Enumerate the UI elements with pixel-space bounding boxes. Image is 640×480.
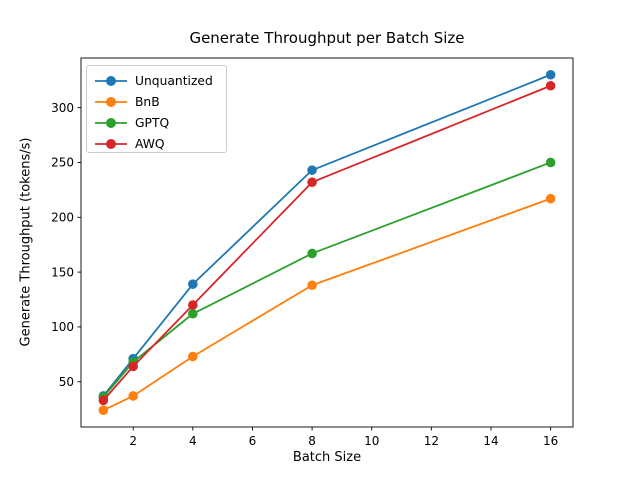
legend-line-marker-icon	[95, 96, 127, 107]
legend-item-unquantized: Unquantized	[94, 70, 226, 91]
y-axis-label: Generate Throughput (tokens/s)	[18, 137, 34, 347]
legend-item-bnb: BnB	[94, 91, 226, 112]
x-tick-label: 4	[189, 434, 197, 448]
x-tick-label: 14	[483, 434, 498, 448]
legend-label-awq: AWQ	[135, 136, 165, 151]
data-point-awq-x4	[188, 300, 198, 310]
y-tick-label: 50	[59, 375, 74, 389]
data-point-unquantized-x16	[545, 69, 556, 80]
data-point-gptq-x16	[545, 157, 556, 168]
data-point-awq-x16	[545, 80, 556, 91]
legend-line-marker-icon	[95, 75, 127, 86]
data-point-bnb-x2	[128, 391, 138, 401]
x-tick-label: 2	[129, 434, 137, 448]
x-tick-label: 16	[543, 434, 558, 448]
data-point-gptq-x8	[307, 248, 317, 259]
y-tick-label: 100	[51, 320, 74, 334]
data-point-unquantized-x8	[307, 165, 317, 175]
y-tick-label: 300	[51, 101, 74, 115]
data-point-unquantized-x4	[188, 279, 198, 289]
chart-title: Generate Throughput per Batch Size	[189, 29, 465, 47]
y-tick-label: 200	[51, 210, 74, 224]
data-point-gptq-x4	[188, 308, 198, 319]
legend-item-gptq: GPTQ	[94, 112, 226, 133]
data-point-bnb-x16	[545, 193, 556, 204]
legend-line-marker-icon	[95, 138, 127, 149]
legend-label-unquantized: Unquantized	[135, 73, 213, 88]
series-line-bnb	[102, 197, 551, 412]
x-tick-label: 12	[424, 434, 439, 448]
y-tick-label: 150	[51, 265, 74, 279]
legend-label-bnb: BnB	[135, 94, 160, 109]
data-point-awq-x8	[307, 177, 317, 188]
data-point-bnb-x1	[98, 405, 109, 416]
x-axis-label: Batch Size	[292, 450, 362, 465]
legend-label-gptq: GPTQ	[135, 115, 170, 130]
data-point-awq-x2	[128, 361, 138, 372]
y-tick-label: 250	[51, 156, 74, 170]
legend-item-awq: AWQ	[94, 133, 226, 154]
axes-frame	[80, 57, 574, 428]
x-tick-label: 8	[308, 434, 316, 448]
data-point-awq-x1	[98, 395, 109, 406]
data-point-bnb-x4	[188, 351, 198, 362]
x-tick-label: 10	[364, 434, 379, 448]
legend-line-marker-icon	[95, 117, 127, 128]
x-tick-label: 6	[249, 434, 257, 448]
data-point-bnb-x8	[307, 280, 317, 291]
legend: Unquantized BnB GPTQ AWQ	[86, 65, 227, 153]
